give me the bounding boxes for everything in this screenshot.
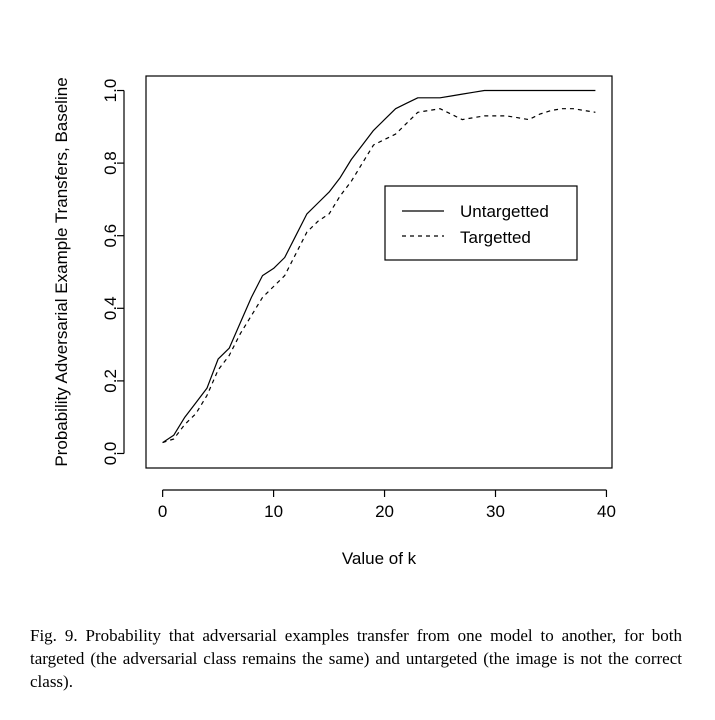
x-tick-label: 10	[264, 502, 283, 521]
figure-caption: Fig. 9. Probability that adversarial exa…	[30, 626, 682, 691]
legend-box	[384, 185, 578, 261]
series-line-untargetted	[162, 89, 596, 444]
y-axis-label: Probability Adversarial Example Transfer…	[52, 77, 71, 466]
series-layer	[162, 89, 596, 444]
x-tick-label: 0	[158, 502, 167, 521]
y-tick-label: 0.4	[101, 296, 120, 320]
line-chart: 0 10 20 30 40 0.00.20.40.60.81.0 Value of k …	[52, 75, 616, 568]
x-tick-label: 20	[375, 502, 394, 521]
x-axis: 0 10 20 30 40	[158, 489, 616, 521]
legend-label-targetted: Targetted	[460, 228, 531, 247]
plot-frame	[145, 75, 613, 469]
series-line-targetted	[162, 108, 596, 444]
legend: Untargetted Targetted	[384, 185, 578, 261]
y-tick-label: 0.0	[101, 442, 120, 466]
y-tick-label: 0.2	[101, 369, 120, 393]
y-tick-label: 0.6	[101, 224, 120, 248]
x-tick-label: 40	[597, 502, 616, 521]
y-axis: 0.0 0.2 0.4 0.6 0.8 1.0	[101, 79, 125, 466]
y-tick-label: 1.0	[101, 79, 120, 103]
x-axis-label: Value of k	[342, 549, 417, 568]
x-tick-label: 30	[486, 502, 505, 521]
legend-label-untargetted: Untargetted	[460, 202, 549, 221]
y-tick-label: 0.8	[101, 151, 120, 175]
